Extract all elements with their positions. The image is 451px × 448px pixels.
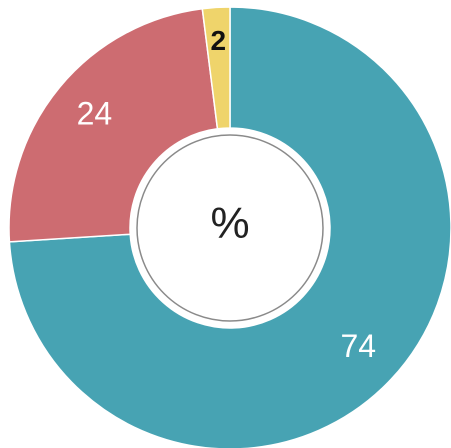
center-label: % bbox=[210, 199, 249, 248]
slices bbox=[8, 6, 451, 448]
slice bbox=[8, 7, 219, 243]
slice bbox=[201, 6, 231, 130]
donut-hole bbox=[136, 134, 324, 322]
data-label: 2 bbox=[211, 25, 227, 56]
data-label: 74 bbox=[341, 328, 377, 364]
slice bbox=[8, 6, 451, 448]
data-label: 24 bbox=[77, 95, 113, 131]
